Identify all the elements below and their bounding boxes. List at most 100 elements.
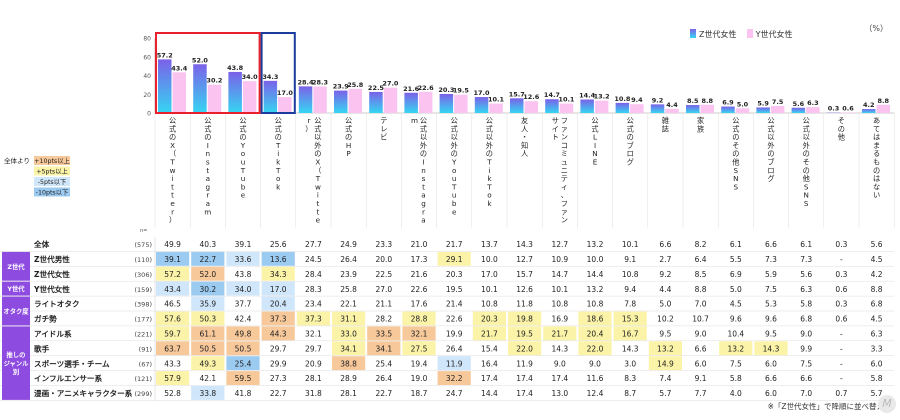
table-cell: 18.6 xyxy=(587,315,604,324)
table-cell: 37.3 xyxy=(270,315,287,324)
table-cell: 50.5 xyxy=(199,344,216,353)
table-cell: 9.4 xyxy=(624,285,636,294)
bar-y xyxy=(454,95,468,113)
table-cell: 46.5 xyxy=(164,300,181,309)
table-cell: 8.2 xyxy=(695,240,707,249)
legend-y-label: Y世代女性 xyxy=(756,30,793,39)
table-cell: 11.8 xyxy=(516,300,533,309)
category-label: 家族 xyxy=(697,116,704,133)
row-n: (221) xyxy=(135,331,152,339)
bar-z xyxy=(616,103,630,113)
table-cell: 21.4 xyxy=(446,300,463,309)
heat-legend-label: +10pts以上 xyxy=(34,156,70,165)
table-cell: 21.7 xyxy=(481,330,498,339)
table-cell: 6.0 xyxy=(765,359,777,368)
table-cell: 57.6 xyxy=(164,315,181,324)
table-cell: 19.5 xyxy=(516,330,533,339)
table-cell: 9.6 xyxy=(730,315,742,324)
table-cell: - xyxy=(840,374,843,383)
table-cell: 33.5 xyxy=(375,330,392,339)
table-cell: 0.3 xyxy=(835,300,847,309)
bar-y-label: 4.4 xyxy=(666,101,678,109)
bar-y xyxy=(560,104,574,113)
bar-y-label: 34.0 xyxy=(242,73,259,81)
table-cell: 27.7 xyxy=(305,240,322,249)
table-cell: 28.8 xyxy=(411,315,428,324)
table-cell: 13.2 xyxy=(587,240,604,249)
table-cell: 19.5 xyxy=(446,285,463,294)
category-label: 雑誌 xyxy=(662,116,669,133)
table-cell: 40.3 xyxy=(199,240,216,249)
table-cell: 10.8 xyxy=(622,270,639,279)
table-cell: 39.1 xyxy=(164,255,181,264)
table-cell: 8.7 xyxy=(624,389,636,398)
table-cell: 10.8 xyxy=(587,300,604,309)
table-cell: 31.8 xyxy=(305,389,322,398)
table-cell: 10.8 xyxy=(551,300,568,309)
bar-y-label: 5.0 xyxy=(737,100,749,108)
table-cell: 13.7 xyxy=(481,240,498,249)
table-cell: 34.0 xyxy=(235,285,252,294)
table-cell: 0.6 xyxy=(835,315,847,324)
bar-z-label: 34.3 xyxy=(262,73,278,81)
bar-z xyxy=(228,72,242,113)
bar-y xyxy=(877,105,891,113)
table-cell: 21.7 xyxy=(446,240,463,249)
bar-y-label: 9.4 xyxy=(631,96,643,104)
table-cell: 15.3 xyxy=(622,315,639,324)
table-cell: 5.8 xyxy=(871,374,883,383)
table-cell: 6.6 xyxy=(800,374,812,383)
table-cell: 61.1 xyxy=(199,330,216,339)
table-cell: 8.5 xyxy=(695,270,707,279)
table-cell: 49.3 xyxy=(199,359,216,368)
table-cell: 49.8 xyxy=(235,330,252,339)
table-cell: 22.7 xyxy=(270,389,287,398)
table-cell: 17.4 xyxy=(551,374,568,383)
bar-z-label: 9.2 xyxy=(652,96,664,104)
table-cell: 28.9 xyxy=(340,374,357,383)
bar-y xyxy=(313,86,327,113)
table-cell: 7.3 xyxy=(800,255,812,264)
bar-y xyxy=(243,81,257,113)
table-cell: 14.7 xyxy=(551,270,568,279)
table-cell: 19.0 xyxy=(411,374,428,383)
table-cell: 29.7 xyxy=(305,344,322,353)
table-cell: 14.4 xyxy=(587,270,604,279)
table-cell: 38.8 xyxy=(340,359,357,368)
legend-z-label: Z世代女性 xyxy=(699,30,736,39)
table-cell: 23.9 xyxy=(340,270,357,279)
table-cell: 19.9 xyxy=(446,330,463,339)
table-cell: 28.3 xyxy=(305,285,322,294)
row-n: (110) xyxy=(135,256,152,264)
y-tick-label: 60 xyxy=(143,54,151,61)
table-cell: 41.8 xyxy=(235,389,252,398)
table-cell: 7.5 xyxy=(800,359,812,368)
table-cell: 9.0 xyxy=(554,359,566,368)
table-cell: 23.3 xyxy=(375,240,392,249)
table-cell: 35.9 xyxy=(199,300,216,309)
table-cell: 4.0 xyxy=(730,389,742,398)
table-cell: 52.8 xyxy=(164,389,181,398)
bar-y xyxy=(208,85,222,113)
table-cell: 22.6 xyxy=(446,315,463,324)
table-cell: 28.2 xyxy=(375,315,392,324)
bar-z xyxy=(756,107,770,113)
y-tick-label: 40 xyxy=(143,73,151,80)
table-cell: 7.7 xyxy=(695,389,707,398)
table-cell: 20.9 xyxy=(305,359,322,368)
table-cell: 4.5 xyxy=(730,300,742,309)
table-cell: 26.4 xyxy=(446,344,463,353)
table-cell: 10.0 xyxy=(481,255,498,264)
bar-y xyxy=(525,101,539,113)
row-label: 歌手 xyxy=(34,343,50,353)
bar-z-label: 8.5 xyxy=(687,97,699,105)
bar-y-label: 8.8 xyxy=(701,97,713,105)
table-cell: 21.1 xyxy=(375,300,392,309)
table-cell: 6.6 xyxy=(765,240,777,249)
bar-y xyxy=(736,108,750,113)
